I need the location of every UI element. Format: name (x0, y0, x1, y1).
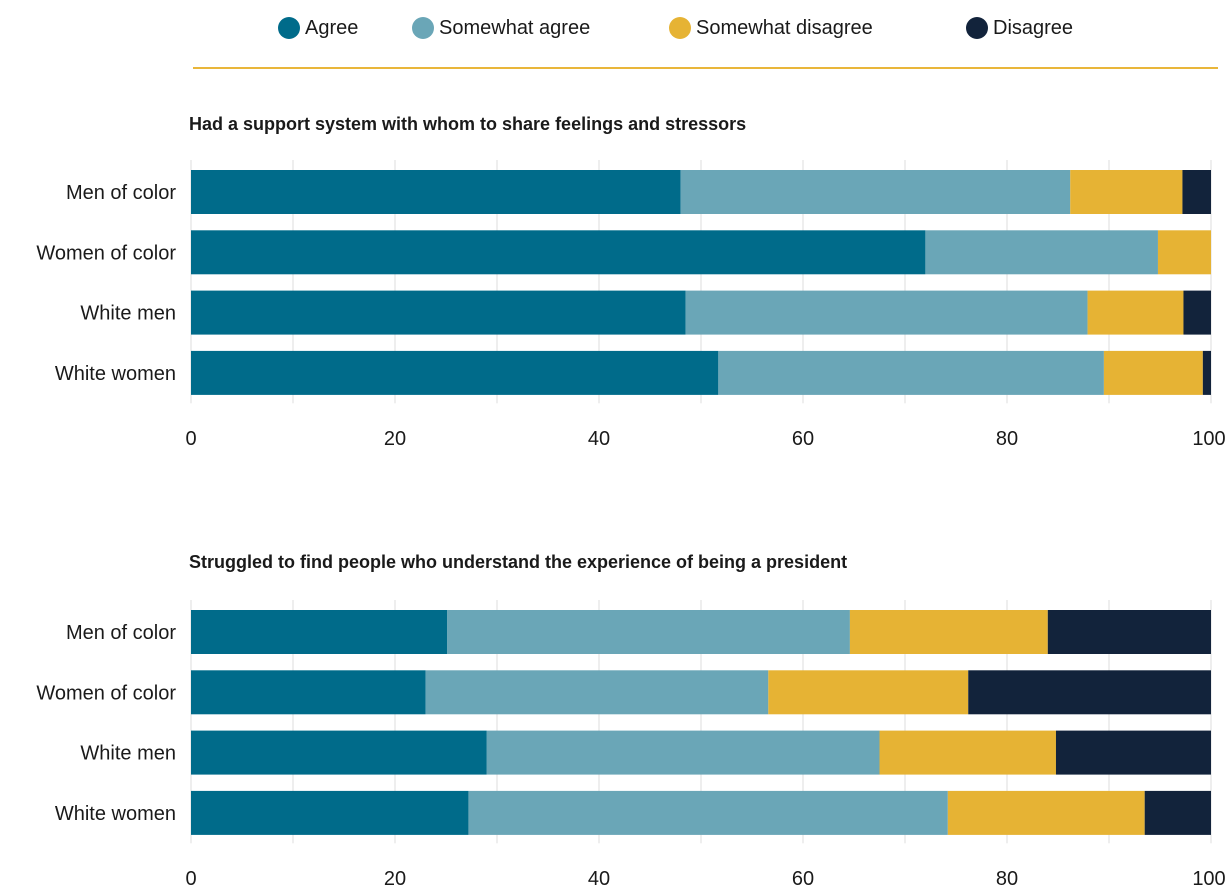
bar-somewhat-disagree (849, 610, 1048, 654)
bar-disagree (1182, 170, 1211, 214)
x-tick-label: 40 (588, 428, 610, 450)
bar-somewhat-agree (486, 730, 880, 775)
x-tick-label: 60 (792, 428, 814, 450)
category-label: Women of color (36, 682, 176, 704)
bar-agree (191, 230, 926, 275)
chart-2-title: Struggled to find people who understand … (189, 552, 848, 572)
x-tick-label: 60 (792, 868, 814, 890)
bar-somewhat-agree (425, 670, 769, 715)
x-tick-label: 20 (384, 428, 406, 450)
category-label: Women of color (36, 242, 176, 264)
category-label: White women (55, 363, 176, 385)
bar-somewhat-agree (685, 290, 1088, 335)
x-tick-label: 100 (1192, 868, 1225, 890)
bar-disagree (1055, 730, 1211, 775)
bar-somewhat-disagree (768, 670, 969, 715)
bar-agree (191, 350, 719, 395)
legend-item-somewhat-agree: Somewhat agree (412, 15, 590, 41)
bar-agree (191, 170, 681, 214)
bar-disagree (1202, 350, 1211, 395)
category-label: White women (55, 803, 176, 825)
category-label: Men of color (66, 622, 176, 644)
legend-divider (193, 67, 1218, 69)
chart-legend: Agree Somewhat agree Somewhat disagree Disa… (0, 0, 1231, 56)
chart-1-title: Had a support system with whom to share … (189, 114, 747, 134)
chart-1: Men of color Women of color White men White… (36, 160, 1226, 450)
bar-somewhat-agree (447, 610, 850, 654)
legend-swatch (669, 17, 691, 39)
category-label: White men (80, 743, 176, 765)
legend-label: Agree (305, 16, 359, 39)
legend-label: Disagree (993, 16, 1074, 39)
legend-item-disagree: Disagree (966, 15, 1073, 41)
legend-item-somewhat-disagree: Somewhat disagree (669, 15, 873, 41)
bar-somewhat-disagree (1087, 290, 1184, 335)
legend-label: Somewhat agree (439, 16, 591, 39)
bar-disagree (1144, 790, 1211, 835)
x-tick-label: 40 (588, 868, 610, 890)
bar-disagree (968, 670, 1211, 715)
x-tick-label: 0 (185, 868, 196, 890)
bar-somewhat-disagree (1070, 170, 1183, 214)
x-tick-label: 0 (185, 428, 196, 450)
bar-somewhat-disagree (879, 730, 1056, 775)
legend-label: Somewhat disagree (696, 16, 873, 39)
bar-somewhat-disagree (947, 790, 1145, 835)
bar-agree (191, 790, 469, 835)
bar-somewhat-disagree (1103, 350, 1203, 395)
x-tick-label: 20 (384, 868, 406, 890)
legend-item-agree: Agree (278, 15, 358, 41)
bar-disagree (1047, 610, 1211, 654)
bar-disagree (1183, 290, 1211, 335)
x-tick-label: 100 (1192, 428, 1225, 450)
bar-somewhat-agree (925, 230, 1158, 275)
bar-agree (191, 610, 448, 654)
legend-swatch (412, 17, 434, 39)
bar-somewhat-agree (468, 790, 948, 835)
x-tick-label: 80 (996, 868, 1018, 890)
bar-somewhat-disagree (1157, 230, 1211, 275)
chart-2: Men of color Women of color White men White… (36, 600, 1226, 890)
bar-agree (191, 730, 487, 775)
category-label: White men (80, 303, 176, 325)
legend-swatch (278, 17, 300, 39)
bar-agree (191, 290, 686, 335)
bar-somewhat-agree (680, 170, 1071, 214)
bar-agree (191, 670, 426, 715)
x-tick-label: 80 (996, 428, 1018, 450)
legend-swatch (966, 17, 988, 39)
category-label: Men of color (66, 182, 176, 204)
bar-somewhat-agree (718, 350, 1104, 395)
